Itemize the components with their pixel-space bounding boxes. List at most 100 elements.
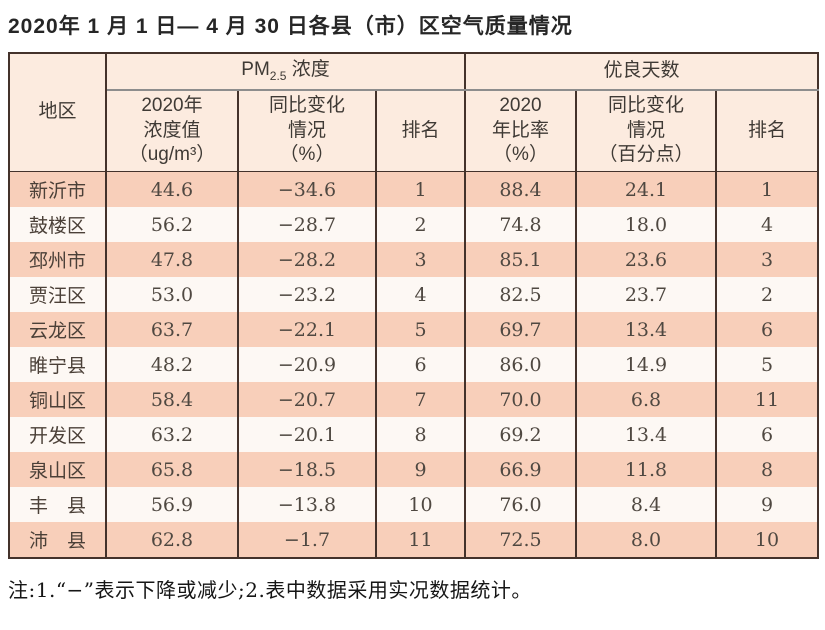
value-cell: 4: [375, 277, 466, 312]
value-cell: −28.7: [237, 207, 377, 242]
value-cell: 69.2: [464, 417, 577, 452]
region-cell: 睢宁县: [8, 347, 107, 382]
value-cell: 56.2: [105, 207, 239, 242]
value-cell: −20.7: [237, 382, 377, 417]
column-header-good-ratio: 2020 年比率 （%）: [464, 90, 577, 172]
region-cell: 贾汪区: [8, 277, 107, 312]
table-row: 沛 县 62.8 −1.7 11 72.5 8.0 10: [8, 522, 820, 558]
value-cell: 9: [714, 487, 820, 522]
value-cell: 11: [714, 382, 820, 417]
value-cell: 18.0: [575, 207, 717, 242]
value-cell: 4: [714, 207, 820, 242]
region-cell: 铜山区: [8, 382, 107, 417]
value-cell: 82.5: [464, 277, 577, 312]
region-cell: 鼓楼区: [8, 207, 107, 242]
column-header-pm-rank: 排名: [375, 90, 466, 172]
value-cell: 7: [375, 382, 466, 417]
value-cell: 6: [714, 417, 820, 452]
value-cell: 53.0: [105, 277, 239, 312]
value-cell: −13.8: [237, 487, 377, 522]
value-cell: 9: [375, 452, 466, 487]
value-cell: 88.4: [464, 171, 577, 207]
value-cell: 74.8: [464, 207, 577, 242]
region-cell: 开发区: [8, 417, 107, 452]
value-cell: 47.8: [105, 242, 239, 277]
footnote: 注:1.“−”表示下降或减少;2.表中数据采用实况数据统计。: [8, 578, 532, 602]
value-cell: −28.2: [237, 242, 377, 277]
pm25-label-main: PM: [241, 59, 270, 81]
value-cell: 48.2: [105, 347, 239, 382]
value-cell: 58.4: [105, 382, 239, 417]
region-cell: 泉山区: [8, 452, 107, 487]
value-cell: 6: [714, 312, 820, 347]
table-row: 开发区 63.2 −20.1 8 69.2 13.4 6: [8, 417, 820, 452]
value-cell: 24.1: [575, 171, 717, 207]
column-header-good-rank: 排名: [714, 90, 820, 172]
value-cell: 70.0: [464, 382, 577, 417]
value-cell: −34.6: [237, 171, 377, 207]
value-cell: 23.6: [575, 242, 717, 277]
value-cell: 6: [375, 347, 466, 382]
region-cell: 沛 县: [8, 522, 107, 558]
value-cell: 5: [375, 312, 466, 347]
column-header-good-change: 同比变化 情况 （百分点）: [575, 90, 717, 172]
column-group-good-days: 优良天数: [463, 53, 820, 91]
value-cell: 11: [375, 522, 466, 558]
region-cell: 邳州市: [8, 242, 107, 277]
region-cell: 新沂市: [8, 171, 107, 207]
pm25-label-subscript: 2.5: [269, 69, 287, 84]
table-row: 铜山区 58.4 −20.7 7 70.0 6.8 11: [8, 382, 820, 417]
value-cell: 13.4: [575, 312, 717, 347]
table-header: 地区 PM2.5 浓度 优良天数 2020年 浓度值 （ug/m³） 同比变化 …: [8, 53, 820, 172]
value-cell: 56.9: [105, 487, 239, 522]
value-cell: 8.0: [575, 522, 717, 558]
air-quality-table: 地区 PM2.5 浓度 优良天数 2020年 浓度值 （ug/m³） 同比变化 …: [8, 52, 820, 559]
value-cell: 1: [375, 171, 466, 207]
value-cell: −20.9: [237, 347, 377, 382]
table-row: 睢宁县 48.2 −20.9 6 86.0 14.9 5: [8, 347, 820, 382]
value-cell: 10: [375, 487, 466, 522]
column-header-pm-value: 2020年 浓度值 （ug/m³）: [105, 90, 239, 172]
value-cell: 72.5: [464, 522, 577, 558]
value-cell: 69.7: [464, 312, 577, 347]
value-cell: 10: [714, 522, 820, 558]
value-cell: 66.9: [464, 452, 577, 487]
column-group-pm25: PM2.5 浓度: [105, 53, 466, 91]
value-cell: 63.2: [105, 417, 239, 452]
value-cell: 3: [714, 242, 820, 277]
value-cell: 5: [714, 347, 820, 382]
value-cell: −23.2: [237, 277, 377, 312]
table-row: 鼓楼区 56.2 −28.7 2 74.8 18.0 4: [8, 207, 820, 242]
table-row: 贾汪区 53.0 −23.2 4 82.5 23.7 2: [8, 277, 820, 312]
value-cell: 13.4: [575, 417, 717, 452]
value-cell: 76.0: [464, 487, 577, 522]
value-cell: 23.7: [575, 277, 717, 312]
value-cell: 3: [375, 242, 466, 277]
value-cell: 65.8: [105, 452, 239, 487]
value-cell: 8: [714, 452, 820, 487]
value-cell: 2: [714, 277, 820, 312]
table-row: 泉山区 65.8 −18.5 9 66.9 11.8 8: [8, 452, 820, 487]
value-cell: −22.1: [237, 312, 377, 347]
pm25-label-rest: 浓度: [286, 59, 330, 81]
table-row: 新沂市 44.6 −34.6 1 88.4 24.1 1: [8, 171, 820, 207]
table-row: 丰 县 56.9 −13.8 10 76.0 8.4 9: [8, 487, 820, 522]
table-body: 新沂市 44.6 −34.6 1 88.4 24.1 1 鼓楼区 56.2 −28.7 2 74.8 1…: [8, 171, 820, 558]
value-cell: 8: [375, 417, 466, 452]
value-cell: 14.9: [575, 347, 717, 382]
table-row: 邳州市 47.8 −28.2 3 85.1 23.6 3: [8, 242, 820, 277]
value-cell: 1: [714, 171, 820, 207]
value-cell: −1.7: [237, 522, 377, 558]
page-title: 2020年 1 月 1 日— 4 月 30 日各县（市）区空气质量情况: [8, 15, 573, 38]
value-cell: 63.7: [105, 312, 239, 347]
column-header-region: 地区: [8, 53, 107, 172]
value-cell: 6.8: [575, 382, 717, 417]
value-cell: −20.1: [237, 417, 377, 452]
region-cell: 丰 县: [8, 487, 107, 522]
value-cell: 2: [375, 207, 466, 242]
column-header-pm-change: 同比变化 情况 （%）: [237, 90, 377, 172]
region-cell: 云龙区: [8, 312, 107, 347]
table-row: 云龙区 63.7 −22.1 5 69.7 13.4 6: [8, 312, 820, 347]
value-cell: −18.5: [237, 452, 377, 487]
value-cell: 85.1: [464, 242, 577, 277]
